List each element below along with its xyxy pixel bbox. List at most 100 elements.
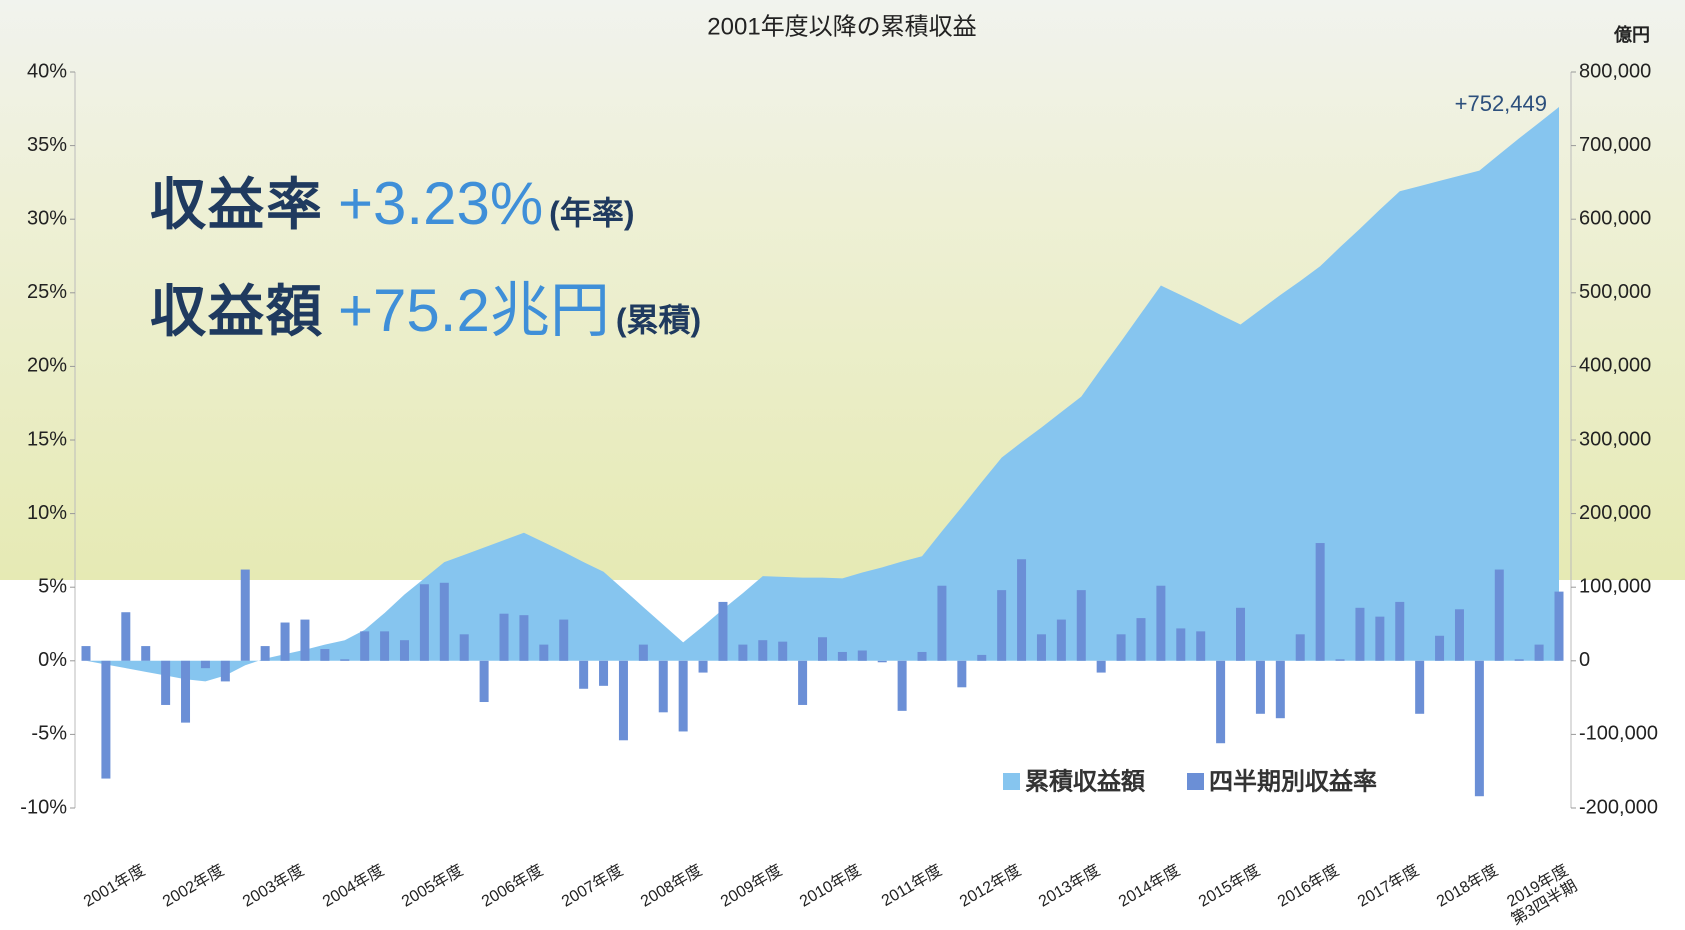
bar [300, 620, 309, 661]
bar [639, 645, 648, 661]
y-tick-label: 10% [27, 502, 67, 524]
bar [1037, 634, 1046, 660]
bar [241, 570, 250, 661]
bar [320, 649, 329, 661]
bar [1395, 602, 1404, 661]
bar [1475, 661, 1484, 796]
bar [1216, 661, 1225, 743]
headline-label: 収益額 [150, 280, 324, 343]
bar [1156, 586, 1165, 661]
bar [340, 659, 349, 660]
bar [937, 586, 946, 661]
y-tick-label: -5% [31, 723, 67, 745]
bar [400, 640, 409, 661]
y-tick-label: 35% [27, 134, 67, 156]
headline-label: 収益率 [150, 173, 324, 236]
bar [1455, 609, 1464, 661]
bar [261, 646, 270, 661]
y-tick-label: 25% [27, 281, 67, 303]
headline-value: +3.23% [338, 170, 543, 237]
bar [82, 646, 91, 661]
bar [141, 646, 150, 661]
bar [619, 661, 628, 740]
y-tick-label: 20% [27, 355, 67, 377]
bar [559, 620, 568, 661]
bar [420, 584, 429, 661]
y-tick-label: 40% [27, 60, 67, 82]
bar [480, 661, 489, 702]
bar [1176, 628, 1185, 660]
bar [878, 661, 887, 662]
bar [918, 652, 927, 661]
y2-tick-label: 0 [1579, 649, 1590, 671]
y2-tick-label: -200,000 [1579, 796, 1658, 818]
y2-tick-label: 400,000 [1579, 355, 1651, 377]
bar [1236, 608, 1245, 661]
y-tick-label: -10% [20, 796, 67, 818]
page: 2001年度以降の累積収益 億円 -10%-5%0%5%10%15%20%25%… [0, 0, 1685, 930]
bar [758, 640, 767, 661]
bar [977, 655, 986, 661]
y2-unit: 億円 [1613, 24, 1650, 45]
bar [181, 661, 190, 723]
bar [519, 615, 528, 661]
y2-tick-label: 600,000 [1579, 207, 1651, 229]
bar [579, 661, 588, 689]
legend-label: 四半期別収益率 [1209, 767, 1377, 795]
bar [1136, 618, 1145, 661]
bar [1017, 559, 1026, 661]
bar [221, 661, 230, 682]
y2-tick-label: 100,000 [1579, 575, 1651, 597]
bar [997, 590, 1006, 661]
bar [121, 612, 130, 661]
headline: 収益率+3.23%(年率) [150, 160, 635, 241]
legend-swatch [1003, 773, 1020, 790]
bar [161, 661, 170, 705]
bar [460, 634, 469, 660]
bar [380, 631, 389, 660]
bar [201, 661, 210, 668]
bar [1555, 592, 1564, 661]
bar [1375, 617, 1384, 661]
bar [1057, 620, 1066, 661]
bar [679, 661, 688, 732]
bar [858, 650, 867, 660]
y2-tick-label: 700,000 [1579, 134, 1651, 156]
headline-note: (年率) [549, 195, 634, 231]
headline-note: (累積) [616, 302, 701, 338]
bar [838, 652, 847, 661]
headline: 収益額+75.2兆円(累積) [150, 262, 701, 349]
bar [1535, 645, 1544, 661]
y2-tick-label: 300,000 [1579, 428, 1651, 450]
bar [1415, 661, 1424, 714]
bar [281, 623, 290, 661]
y2-tick-label: 800,000 [1579, 60, 1651, 82]
y-tick-label: 30% [27, 207, 67, 229]
bar [699, 661, 708, 673]
bar [440, 583, 449, 661]
bar [778, 642, 787, 661]
bar [1296, 634, 1305, 660]
y-tick-label: 0% [38, 649, 67, 671]
chart: 2001年度以降の累積収益 億円 -10%-5%0%5%10%15%20%25%… [0, 0, 1685, 930]
y-tick-label: 15% [27, 428, 67, 450]
bar [659, 661, 668, 713]
bar [1355, 608, 1364, 661]
bar [1097, 661, 1106, 673]
bar [360, 631, 369, 660]
bar [500, 614, 509, 661]
headline-value: +75.2兆円 [338, 277, 610, 344]
bar [1077, 590, 1086, 661]
bar [818, 637, 827, 661]
y2-tick-label: 500,000 [1579, 281, 1651, 303]
bar [1196, 631, 1205, 660]
bar [1117, 634, 1126, 660]
y-tick-label: 5% [38, 575, 67, 597]
y2-tick-label: -100,000 [1579, 723, 1658, 745]
value-label: +752,449 [1455, 91, 1547, 116]
bar [1256, 661, 1265, 714]
bar [1316, 543, 1325, 661]
legend-label: 累積収益額 [1025, 767, 1146, 795]
bar [599, 661, 608, 686]
bar [798, 661, 807, 705]
